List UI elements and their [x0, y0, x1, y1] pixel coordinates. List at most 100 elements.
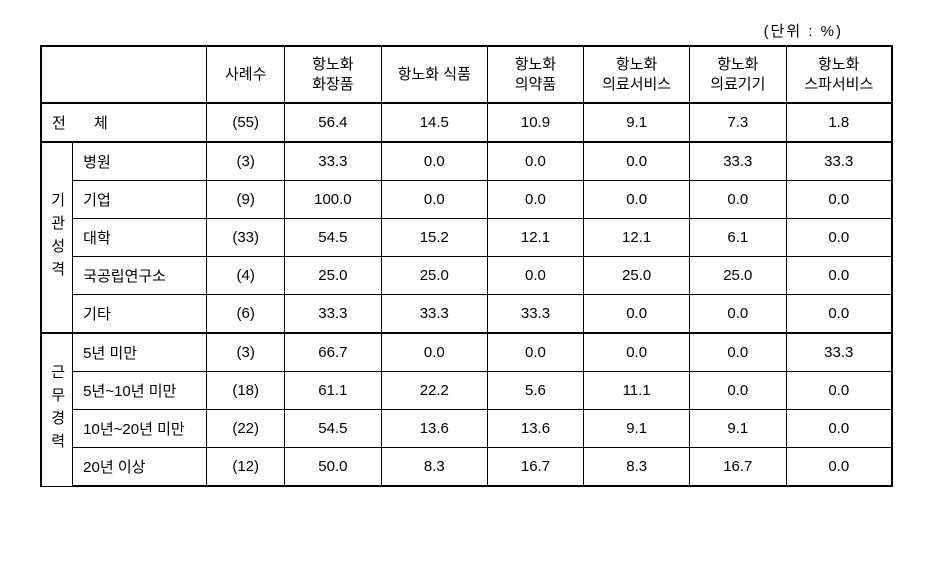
header-row: 사례수 항노화화장품 항노화 식품 항노화의약품 항노화의료서비스 항노화의료기… [41, 46, 892, 103]
unit-label: (단위 : %) [40, 20, 893, 41]
cell: 8.3 [381, 448, 487, 487]
cell: 13.6 [381, 410, 487, 448]
cell: 33.3 [284, 142, 381, 181]
cell: 15.2 [381, 219, 487, 257]
cell: 0.0 [487, 181, 583, 219]
table-row: 근무경력 5년 미만 (3) 66.7 0.0 0.0 0.0 0.0 33.3 [41, 333, 892, 372]
cell: 0.0 [381, 142, 487, 181]
cell: 0.0 [786, 181, 892, 219]
cell: 25.0 [690, 257, 786, 295]
cell: 12.1 [584, 219, 690, 257]
cell: (3) [207, 142, 284, 181]
total-meddevice: 7.3 [690, 103, 786, 142]
total-medservice: 9.1 [584, 103, 690, 142]
cell: (33) [207, 219, 284, 257]
cell: 0.0 [786, 410, 892, 448]
cell: 0.0 [690, 372, 786, 410]
cell: (4) [207, 257, 284, 295]
cell: 0.0 [786, 448, 892, 487]
cell: 22.2 [381, 372, 487, 410]
data-table: 사례수 항노화화장품 항노화 식품 항노화의약품 항노화의료서비스 항노화의료기… [40, 45, 893, 487]
cell: 33.3 [786, 142, 892, 181]
cell: 0.0 [381, 333, 487, 372]
row-label: 5년 미만 [73, 333, 207, 372]
header-blank [41, 46, 207, 103]
cell: 13.6 [487, 410, 583, 448]
cell: 9.1 [584, 410, 690, 448]
table-row: 기관성격 병원 (3) 33.3 0.0 0.0 0.0 33.3 33.3 [41, 142, 892, 181]
cell: 66.7 [284, 333, 381, 372]
cell: (9) [207, 181, 284, 219]
cell: 0.0 [786, 257, 892, 295]
total-medicine: 10.9 [487, 103, 583, 142]
cell: 0.0 [584, 333, 690, 372]
header-medicine: 항노화의약품 [487, 46, 583, 103]
row-label: 10년~20년 미만 [73, 410, 207, 448]
cell: 0.0 [584, 295, 690, 334]
cell: 0.0 [487, 257, 583, 295]
header-meddevice: 항노화의료기기 [690, 46, 786, 103]
cell: 0.0 [584, 142, 690, 181]
cell: 25.0 [284, 257, 381, 295]
cell: 54.5 [284, 219, 381, 257]
cell: 100.0 [284, 181, 381, 219]
row-label: 국공립연구소 [73, 257, 207, 295]
cell: 50.0 [284, 448, 381, 487]
cell: (18) [207, 372, 284, 410]
cell: 54.5 [284, 410, 381, 448]
row-label: 대학 [73, 219, 207, 257]
cell: 0.0 [786, 372, 892, 410]
row-label: 기업 [73, 181, 207, 219]
cell: 0.0 [381, 181, 487, 219]
row-label: 병원 [73, 142, 207, 181]
cell: 0.0 [786, 219, 892, 257]
total-food: 14.5 [381, 103, 487, 142]
cell: 5.6 [487, 372, 583, 410]
row-label: 5년~10년 미만 [73, 372, 207, 410]
cell: (3) [207, 333, 284, 372]
header-cases: 사례수 [207, 46, 284, 103]
cell: 33.3 [284, 295, 381, 334]
cell: 0.0 [690, 295, 786, 334]
cell: 0.0 [690, 181, 786, 219]
cell: 0.0 [487, 142, 583, 181]
total-spa: 1.8 [786, 103, 892, 142]
cell: 25.0 [381, 257, 487, 295]
cell: 9.1 [690, 410, 786, 448]
section1-title: 기관성격 [41, 142, 73, 333]
cell: 16.7 [690, 448, 786, 487]
row-label: 기타 [73, 295, 207, 334]
total-cases: (55) [207, 103, 284, 142]
cell: 16.7 [487, 448, 583, 487]
header-medservice: 항노화의료서비스 [584, 46, 690, 103]
header-cosmetics: 항노화화장품 [284, 46, 381, 103]
section2-title: 근무경력 [41, 333, 73, 486]
row-label: 20년 이상 [73, 448, 207, 487]
cell: 8.3 [584, 448, 690, 487]
cell: 12.1 [487, 219, 583, 257]
table-row: 5년~10년 미만 (18) 61.1 22.2 5.6 11.1 0.0 0.… [41, 372, 892, 410]
table-row: 10년~20년 미만 (22) 54.5 13.6 13.6 9.1 9.1 0… [41, 410, 892, 448]
cell: 11.1 [584, 372, 690, 410]
total-cosmetics: 56.4 [284, 103, 381, 142]
cell: 0.0 [487, 333, 583, 372]
table-row: 대학 (33) 54.5 15.2 12.1 12.1 6.1 0.0 [41, 219, 892, 257]
total-label: 전 체 [41, 103, 207, 142]
table-row: 기타 (6) 33.3 33.3 33.3 0.0 0.0 0.0 [41, 295, 892, 334]
total-row: 전 체 (55) 56.4 14.5 10.9 9.1 7.3 1.8 [41, 103, 892, 142]
cell: 0.0 [690, 333, 786, 372]
cell: 0.0 [584, 181, 690, 219]
cell: 6.1 [690, 219, 786, 257]
table-row: 국공립연구소 (4) 25.0 25.0 0.0 25.0 25.0 0.0 [41, 257, 892, 295]
cell: 33.3 [690, 142, 786, 181]
cell: (12) [207, 448, 284, 487]
table-row: 기업 (9) 100.0 0.0 0.0 0.0 0.0 0.0 [41, 181, 892, 219]
cell: 25.0 [584, 257, 690, 295]
header-spa: 항노화스파서비스 [786, 46, 892, 103]
table-row: 20년 이상 (12) 50.0 8.3 16.7 8.3 16.7 0.0 [41, 448, 892, 487]
cell: 33.3 [381, 295, 487, 334]
cell: 0.0 [786, 295, 892, 334]
header-food: 항노화 식품 [381, 46, 487, 103]
cell: 33.3 [487, 295, 583, 334]
cell: (6) [207, 295, 284, 334]
